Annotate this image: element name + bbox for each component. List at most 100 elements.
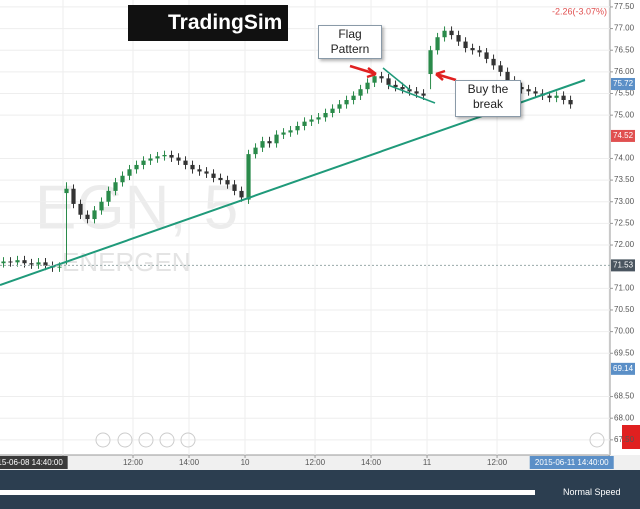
candle-body	[120, 175, 125, 183]
nav-button[interactable]	[95, 432, 111, 448]
candle-body	[260, 141, 265, 148]
candle-body	[365, 82, 370, 90]
y-tick-label: 70.00	[614, 327, 635, 336]
candle-body	[386, 78, 391, 85]
candle-body	[92, 210, 97, 220]
candle-body	[148, 158, 153, 161]
candle-body	[169, 154, 174, 158]
candle-body	[435, 37, 440, 51]
candle-body	[470, 48, 475, 51]
y-tick-label: 75.00	[614, 110, 635, 119]
price-marker-box	[611, 362, 635, 375]
candle-body	[372, 76, 377, 83]
candle-body	[134, 164, 139, 170]
nav-button[interactable]	[138, 432, 154, 448]
x-tick-label: 14:00	[361, 458, 382, 467]
candle-body	[218, 177, 223, 181]
candle-body	[127, 169, 132, 176]
candle-body	[288, 130, 293, 133]
x-tick-label: 12:00	[305, 458, 326, 467]
chart-bg	[0, 0, 640, 470]
candle-body	[204, 171, 209, 174]
candle-body	[309, 119, 314, 122]
candle-body	[337, 104, 342, 109]
candle-body	[162, 154, 167, 157]
candle-body	[274, 134, 279, 144]
candle-body	[323, 112, 328, 118]
candle-body	[330, 108, 335, 113]
y-tick-label: 77.50	[614, 2, 635, 11]
y-tick-label: 72.00	[614, 240, 635, 249]
x-axis-band	[0, 455, 640, 470]
candle-body	[190, 164, 195, 170]
x-marker-box	[0, 456, 68, 469]
candle-body	[43, 262, 48, 266]
candle-body	[155, 156, 160, 159]
candle-body	[22, 260, 27, 264]
y-tick-label: 76.00	[614, 67, 635, 76]
candle-body	[106, 190, 111, 202]
candle-body	[1, 261, 6, 264]
y-tick-label: 69.50	[614, 348, 635, 357]
candle-body	[400, 87, 405, 90]
chart: EGN, 5 ENERGEN -2.26(-3.07%) 77.50 77.00 7…	[0, 0, 640, 470]
candle-body	[36, 262, 41, 265]
price-marker-box	[611, 259, 635, 272]
price-marker-label: 71.53	[613, 260, 634, 269]
candle-body	[449, 30, 454, 36]
y-tick-label: 73.00	[614, 197, 635, 206]
y-tick-label: 68.00	[614, 413, 635, 422]
candle-body	[463, 41, 468, 49]
candle-body	[456, 35, 461, 42]
candle-body	[421, 93, 426, 96]
candle-body	[64, 188, 69, 194]
candle-body	[477, 50, 482, 53]
candle-body	[176, 157, 181, 161]
candle-body	[414, 91, 419, 94]
annotation: Flag Pattern	[318, 25, 382, 59]
candle-body	[141, 160, 146, 165]
candle-body	[379, 76, 384, 79]
candle-body	[442, 30, 447, 38]
candle-body	[281, 132, 286, 135]
flag-line	[387, 84, 436, 104]
candle-body	[225, 180, 230, 185]
nav-button[interactable]	[159, 432, 175, 448]
progress-bar	[0, 490, 535, 495]
watermark: EGN, 5	[35, 173, 238, 242]
candle-body	[568, 100, 573, 105]
nav-button[interactable]	[180, 432, 196, 448]
arrow	[435, 69, 457, 82]
candle-body	[267, 141, 272, 144]
candle-body	[15, 260, 20, 263]
x-tick-label: 10	[241, 458, 250, 467]
y-tick-label: 74.00	[614, 154, 635, 163]
watermark-subtitle: ENERGEN	[62, 247, 191, 277]
candle-body	[302, 121, 307, 126]
candle-body	[8, 261, 13, 263]
y-tick-label: 72.50	[614, 218, 635, 227]
speed-button[interactable]: Normal Speed	[563, 487, 621, 497]
candle-body	[246, 154, 251, 200]
alert-icon[interactable]	[622, 425, 640, 449]
y-tick-label: 67.50	[614, 435, 635, 444]
nav-button[interactable]	[589, 432, 605, 448]
candle-body	[85, 214, 90, 220]
candle-body	[428, 50, 433, 75]
candle-body	[253, 147, 258, 155]
candle-body	[554, 95, 559, 98]
candle-body	[113, 182, 118, 191]
candle-body	[183, 160, 188, 165]
candle-body	[351, 95, 356, 101]
x-marker-box	[529, 456, 614, 469]
nav-button[interactable]	[117, 432, 133, 448]
annotation: Buy the break	[455, 80, 521, 117]
flag-line	[382, 67, 411, 91]
price-marker-label: 69.14	[613, 364, 634, 373]
y-tick-label: 68.50	[614, 392, 635, 401]
candle-body	[393, 84, 398, 88]
candle-body	[505, 71, 510, 81]
nav-buttons	[95, 432, 605, 448]
price-marker-box	[611, 77, 635, 90]
